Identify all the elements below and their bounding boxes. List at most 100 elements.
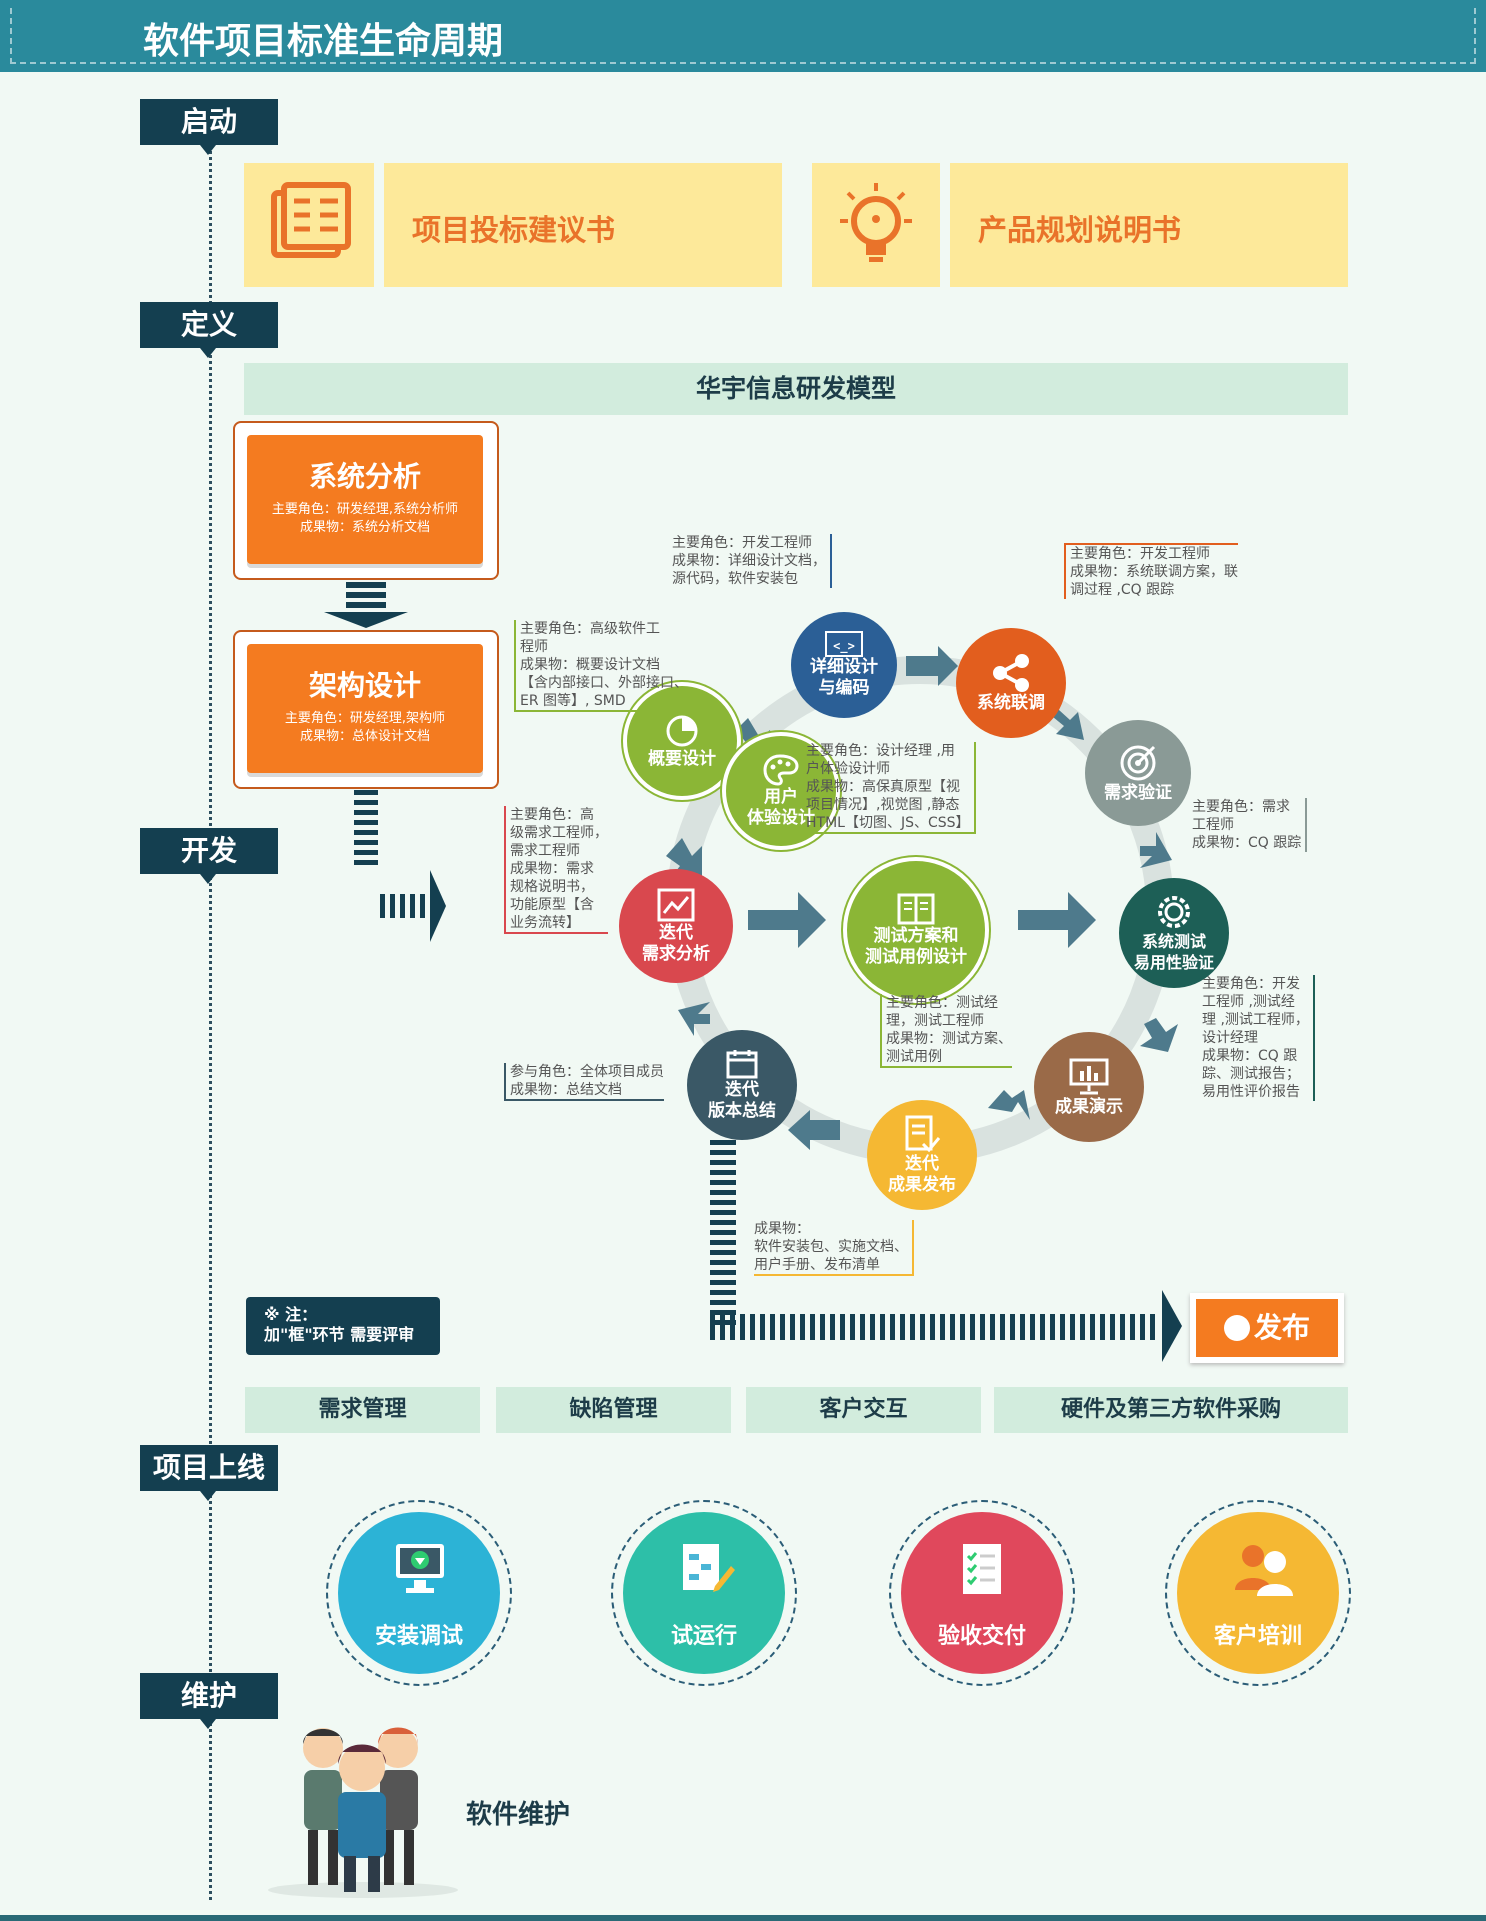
- connector-dash: [1050, 1314, 1055, 1340]
- bar-client: 客户交互: [746, 1387, 981, 1433]
- connector-dash: [1140, 1314, 1145, 1340]
- connector-dash: [1120, 1314, 1125, 1340]
- node-outline-design: 概要设计: [623, 682, 741, 800]
- planning-label: 产品规划说明书: [978, 213, 1182, 247]
- connector-dash: [720, 1314, 725, 1340]
- code-icon: <_>: [825, 631, 863, 657]
- arch-design-title: 架构设计: [308, 669, 421, 702]
- proposal-label: 项目投标建议书: [412, 213, 616, 247]
- connector-dash: [730, 1314, 735, 1340]
- connector-dash: [710, 1314, 715, 1340]
- connector-dash: [740, 1314, 745, 1340]
- bar-procurement: 硬件及第三方软件采购: [994, 1387, 1348, 1433]
- maintenance-label: 软件维护: [466, 1800, 571, 1830]
- node-req-analysis-label: 迭代 需求分析: [642, 923, 710, 964]
- launch-accept-label: 验收交付: [937, 1624, 1026, 1649]
- document-icon: [271, 182, 351, 258]
- stage-start: 启动: [140, 99, 278, 155]
- connector-dash: [900, 1314, 905, 1340]
- target-icon: [1120, 745, 1156, 780]
- launch-install: 安装调试: [326, 1500, 512, 1686]
- connector-dash: [760, 1314, 765, 1340]
- cycle-arrows: [666, 646, 1178, 1150]
- header-dash-border: [10, 8, 1476, 64]
- connector-dash: [750, 1314, 755, 1340]
- chart-line-icon: [657, 888, 695, 922]
- arch-design-roles: 主要角色：研发经理,架构师: [284, 711, 446, 726]
- node-release-label: 迭代 成果发布: [888, 1154, 956, 1195]
- launch-trial: 试运行: [611, 1500, 797, 1686]
- connector-dash: [780, 1314, 785, 1340]
- node-summary: 迭代 版本总结: [687, 1030, 797, 1140]
- connector-dash: [1000, 1314, 1005, 1340]
- node-test-plan: 测试方案和 测试用例设计: [843, 857, 989, 1003]
- stage-define: 定义: [140, 302, 278, 358]
- node-demo-label: 成果演示: [1055, 1096, 1123, 1117]
- calendar-icon: [726, 1050, 758, 1079]
- node-integration-label: 系统联调: [977, 692, 1045, 713]
- launch-install-label: 安装调试: [374, 1624, 463, 1649]
- connector-dash: [790, 1314, 795, 1340]
- connector-dash: [840, 1314, 845, 1340]
- connector-dash: [930, 1314, 935, 1340]
- planning-icon-box: [812, 163, 940, 287]
- connector-dash: [980, 1314, 985, 1340]
- presentation-icon: [1069, 1058, 1109, 1094]
- ann-ux-design: 主要角色：设计经理 ,用 户体验设计师 成果物：高保真原型【视 项目情况】,视觉…: [806, 742, 976, 834]
- node-req-analysis: 迭代 需求分析: [619, 869, 733, 983]
- node-req-verify-label: 需求验证: [1104, 782, 1172, 803]
- node-integration: 系统联调: [956, 628, 1066, 738]
- checklist-icon: [905, 1115, 941, 1153]
- connector-dash: [910, 1314, 915, 1340]
- share-icon: [993, 653, 1029, 692]
- connector-dash: [1020, 1314, 1025, 1340]
- gear-icon: [1158, 896, 1190, 928]
- node-req-verify: 需求验证: [1085, 720, 1191, 826]
- stage-develop: 开发: [140, 828, 278, 884]
- lightbulb-icon: [840, 183, 912, 262]
- connector-dash: [870, 1314, 875, 1340]
- pie-chart-icon: [666, 715, 698, 746]
- down-arrow-icon: [324, 582, 408, 628]
- node-ux-design: 用户 体验设计: [722, 732, 840, 850]
- publish-card: 发布: [1190, 1293, 1344, 1363]
- node-summary-label: 迭代 版本总结: [708, 1080, 776, 1121]
- node-test-plan-label: 测试方案和 测试用例设计: [865, 926, 967, 967]
- connector-dash: [950, 1314, 955, 1340]
- connector-dash: [960, 1314, 965, 1340]
- publish-label-wrap: 发布: [1196, 1299, 1338, 1357]
- ann-summary: 参与角色：全体项目成员 成果物：总结文档: [504, 1063, 664, 1101]
- connector-dash: [990, 1314, 995, 1340]
- connector-dash: [1010, 1314, 1015, 1340]
- launch-accept: 验收交付: [889, 1500, 1075, 1686]
- launch-training-label: 客户培训: [1213, 1624, 1302, 1649]
- launch-training: 客户培训: [1165, 1500, 1351, 1686]
- connector-dash: [1080, 1314, 1085, 1340]
- ann-req-verify: 主要角色：需求 工程师 成果物：CQ 跟踪: [1192, 798, 1308, 852]
- ann-sys-test: 主要角色：开发 工程师 ,测试经 理 ,测试工程师， 设计经理 成果物：CQ 跟…: [1202, 975, 1315, 1101]
- review-note: ※ 注： 加"框"环节 需要评审: [246, 1297, 440, 1355]
- bar-req-mgmt: 需求管理: [245, 1387, 480, 1433]
- node-detail-design: <_> 详细设计 与编码: [791, 612, 897, 718]
- connector-dash: [1070, 1314, 1075, 1340]
- connector-dash: [820, 1314, 825, 1340]
- palette-icon: [763, 754, 799, 786]
- node-release: 迭代 成果发布: [867, 1100, 977, 1210]
- connector-arrow-icon: [354, 790, 446, 942]
- proposal-box: 项目投标建议书: [384, 163, 782, 287]
- planning-box: 产品规划说明书: [950, 163, 1348, 287]
- connector-dash: [1040, 1314, 1045, 1340]
- book-icon: [897, 893, 935, 925]
- system-analysis-card: 系统分析 主要角色：研发经理,系统分析师 成果物：系统分析文档: [233, 421, 499, 580]
- header-bar: 软件项目标准生命周期: [0, 0, 1486, 72]
- connector-dash: [880, 1314, 885, 1340]
- stage-maintain: 维护: [140, 1673, 278, 1729]
- connector-dash: [830, 1314, 835, 1340]
- ann-test-plan: 主要角色：测试经 理，测试工程师 成果物：测试方案、 测试用例: [880, 994, 1012, 1068]
- bar-defect-mgmt: 缺陷管理: [496, 1387, 731, 1433]
- stage-launch: 项目上线: [140, 1445, 278, 1501]
- ann-integration: 主要角色：开发工程师 成果物：系统联调方案，联 调过程 ,CQ 跟踪: [1064, 543, 1238, 599]
- monitor-download-icon: [396, 1544, 444, 1593]
- connector-dash: [920, 1314, 925, 1340]
- checklist-doc-icon: [963, 1544, 1001, 1594]
